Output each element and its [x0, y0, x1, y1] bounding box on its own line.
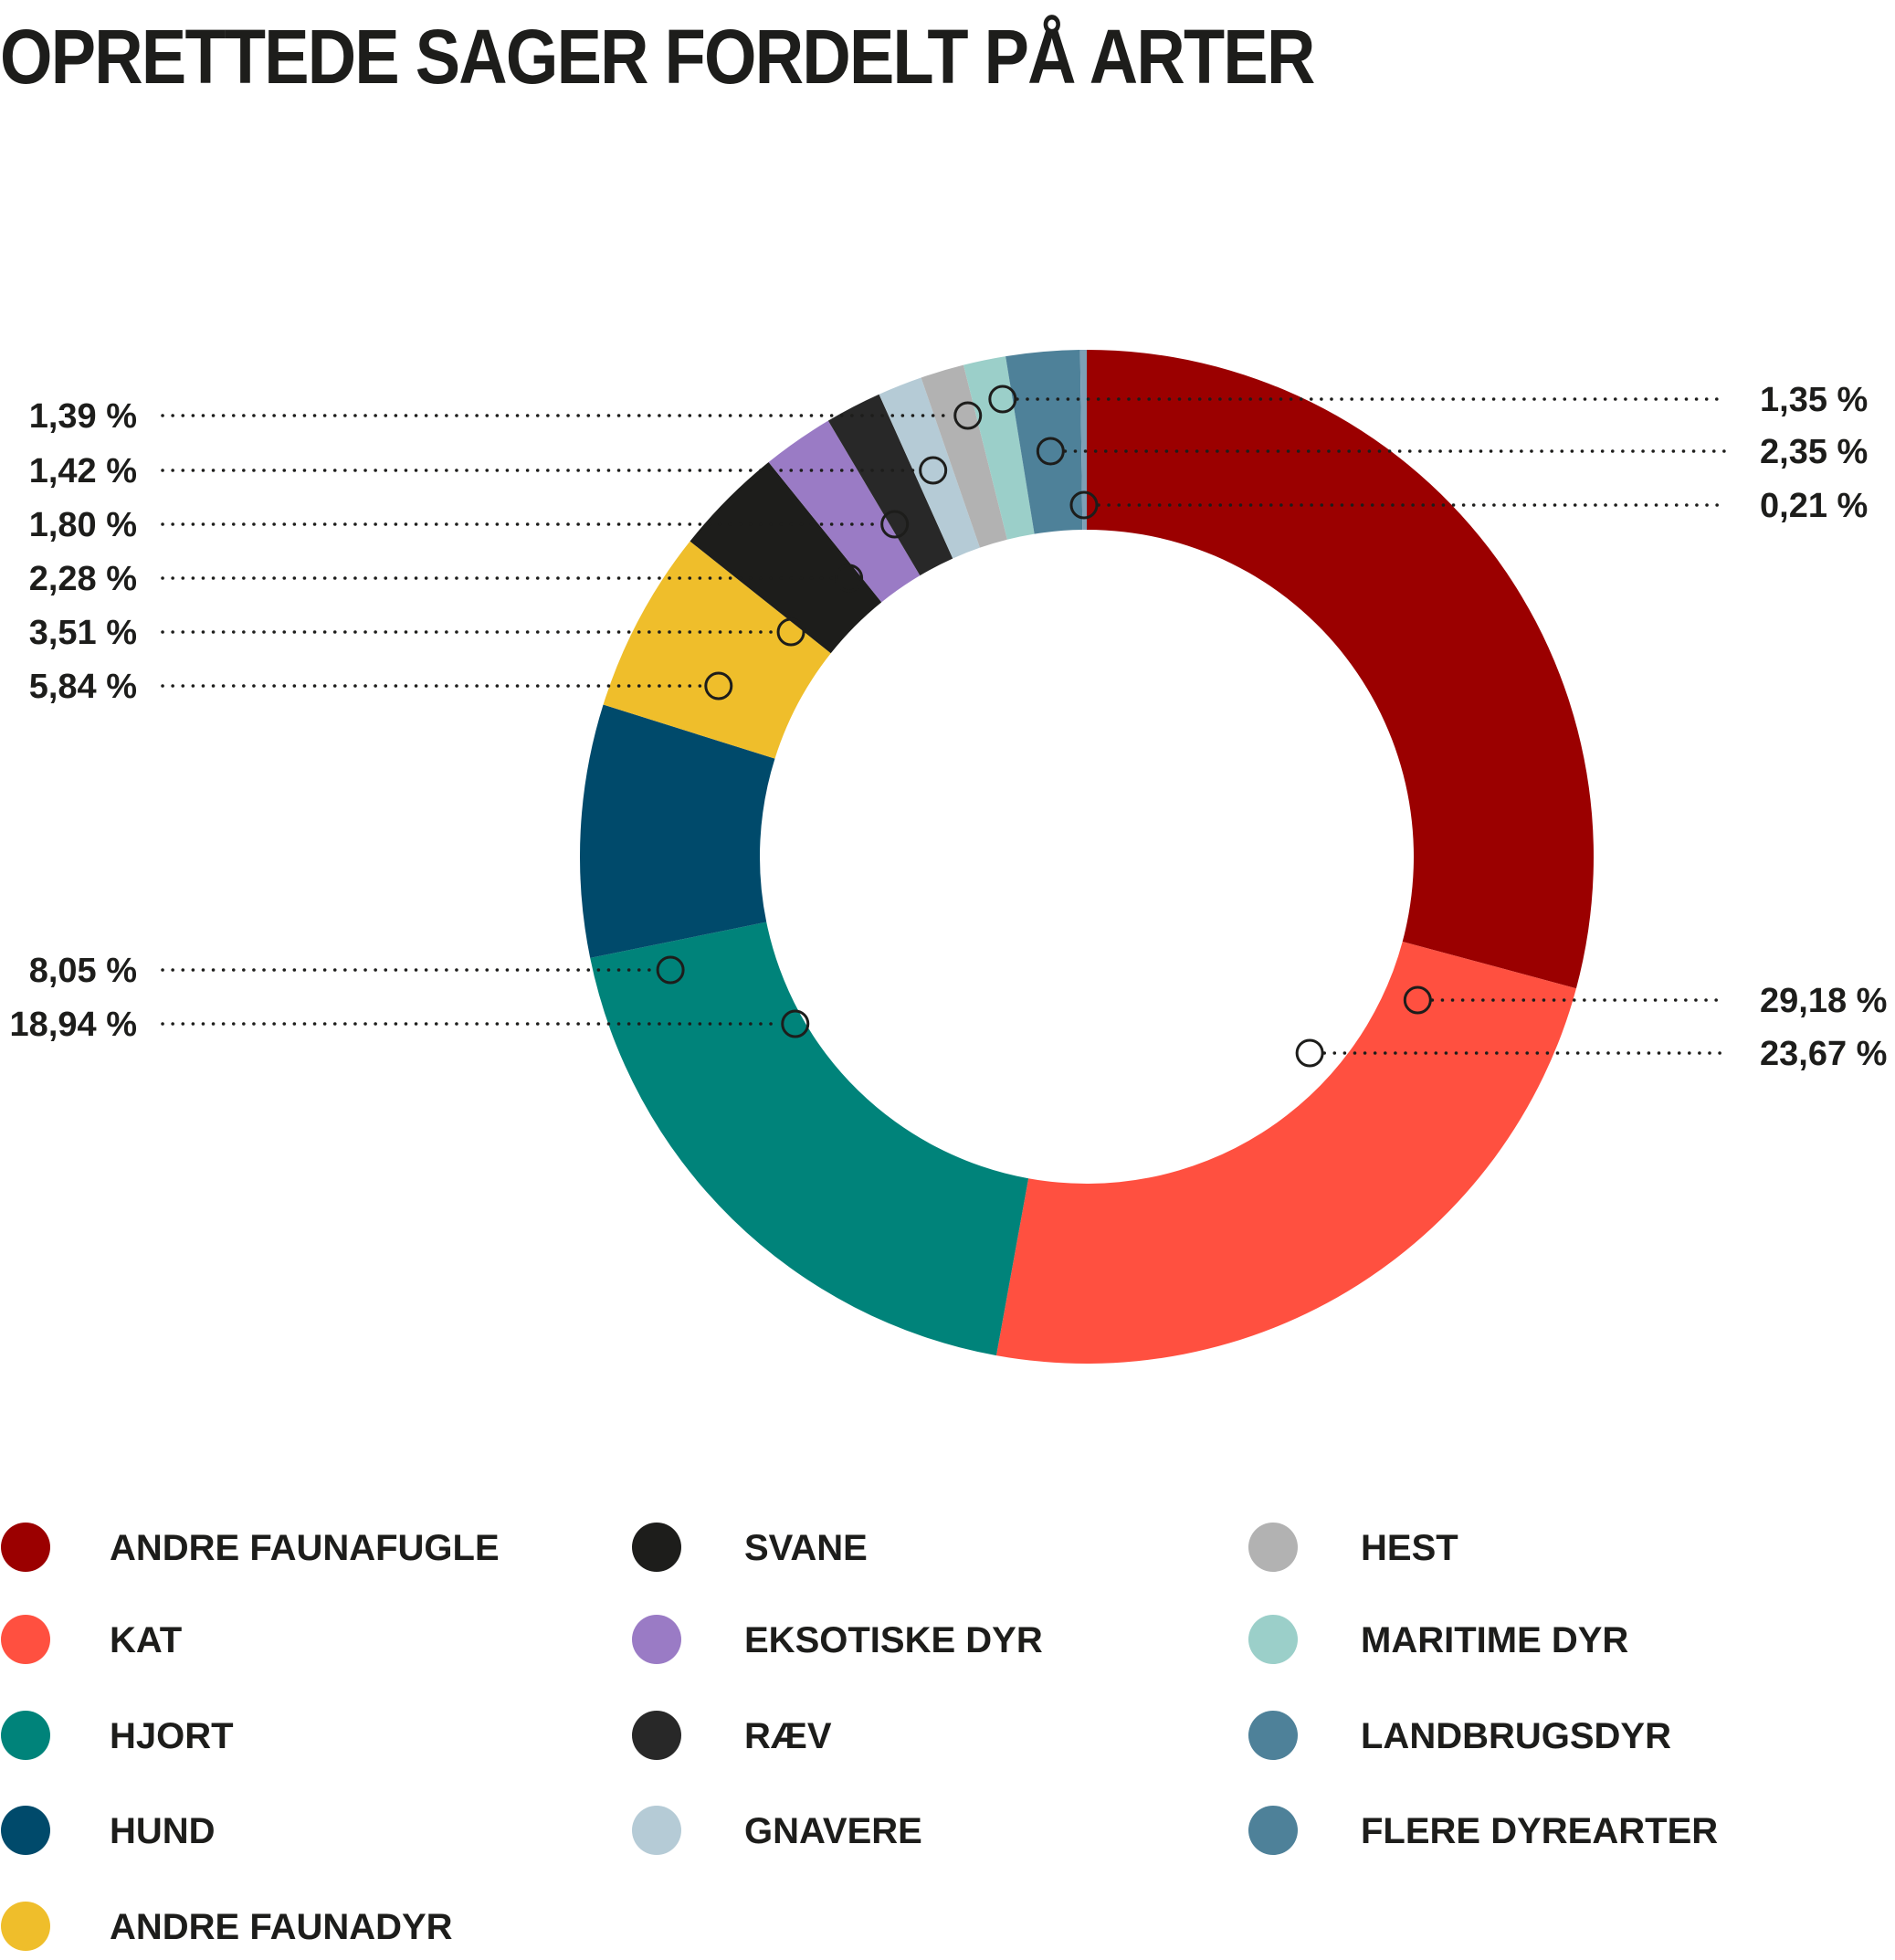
slice-landbrugsdyr	[1005, 350, 1083, 534]
chart-title: OPRETTEDE SAGER FORDELT PÅ ARTER	[0, 14, 1315, 100]
label-gnavere: 1,42 %	[29, 452, 137, 490]
label-flere-dyrearter: 0,21 %	[1760, 487, 1868, 525]
legend-label: HUND	[110, 1811, 216, 1851]
legend-label: LANDBRUGSDYR	[1361, 1716, 1671, 1756]
slice-svane	[690, 461, 882, 654]
label-landbrugsdyr: 2,35 %	[1760, 433, 1868, 471]
label-hjort: 18,94 %	[10, 1006, 137, 1044]
legend-item-gnavere: GNAVERE	[632, 1806, 922, 1855]
slice-maritime-dyr	[963, 356, 1035, 540]
marker-flere-dyrearter	[1069, 490, 1099, 520]
marker-hjort	[781, 1009, 810, 1038]
legend-item-maritime-dyr: MARITIME DYR	[1248, 1615, 1628, 1664]
legend-item-eksotiske-dyr: EKSOTISKE DYR	[632, 1615, 1043, 1664]
legend-item-hjort: HJORT	[1, 1711, 234, 1760]
label-hest: 1,39 %	[29, 397, 137, 436]
slice-andre-faunadyr	[603, 541, 831, 759]
label-maritime-dyr: 1,35 %	[1760, 381, 1868, 419]
legend-label: KAT	[110, 1620, 182, 1660]
legend: ANDRE FAUNAFUGLE KAT HJORT HUND ANDRE FAUNAD…	[1, 1523, 1718, 1951]
legend-swatch	[1, 1523, 50, 1572]
legend-swatch	[1, 1806, 50, 1855]
legend-label: MARITIME DYR	[1361, 1620, 1628, 1660]
slice-hest	[921, 364, 1007, 548]
slice-gnavere	[879, 377, 980, 559]
label-eksotiske-dyr: 2,28 %	[29, 560, 137, 598]
legend-swatch	[632, 1523, 681, 1572]
legend-item-andre-faunafugle: ANDRE FAUNAFUGLE	[1, 1523, 500, 1572]
label-svane: 3,51 %	[29, 614, 137, 652]
marker-hest	[953, 401, 983, 430]
legend-swatch	[632, 1806, 681, 1855]
legend-item-kat: KAT	[1, 1615, 182, 1664]
slice-hjort	[590, 922, 1029, 1356]
legend-label: EKSOTISKE DYR	[744, 1620, 1043, 1660]
marker-andre-faunadyr	[704, 671, 733, 701]
marker-hund	[656, 955, 685, 985]
legend-swatch	[1, 1711, 50, 1760]
label-andre-faunafugle: 29,18 %	[1760, 982, 1887, 1020]
legend-swatch	[1, 1615, 50, 1664]
marker-andre-faunafugle	[1403, 985, 1432, 1015]
legend-label: GNAVERE	[744, 1811, 922, 1851]
legend-label: ANDRE FAUNAFUGLE	[110, 1528, 500, 1568]
label-hund: 8,05 %	[29, 952, 137, 990]
legend-label: ANDRE FAUNADYR	[110, 1907, 453, 1947]
legend-label: SVANE	[744, 1528, 868, 1568]
legend-label: RÆV	[744, 1716, 832, 1756]
marker-landbrugsdyr	[1036, 437, 1065, 466]
legend-swatch	[1248, 1806, 1298, 1855]
legend-label: HEST	[1361, 1528, 1458, 1568]
legend-item-hund: HUND	[1, 1806, 216, 1855]
percentage-labels: 29,18 % 23,67 % 18,94 % 8,05 % 5,84 % 3,51 % 2…	[10, 381, 1888, 1073]
legend-swatch	[1248, 1523, 1298, 1572]
label-andre-faunadyr: 5,84 %	[29, 668, 137, 706]
legend-item-andre-faunadyr: ANDRE FAUNADYR	[1, 1902, 453, 1951]
slice-raev	[827, 394, 953, 576]
marker-gnavere	[919, 456, 948, 485]
label-raev: 1,80 %	[29, 506, 137, 544]
legend-swatch	[1, 1902, 50, 1951]
label-kat: 23,67 %	[1760, 1035, 1887, 1073]
legend-label: FLERE DYREARTER	[1361, 1811, 1718, 1851]
legend-swatch	[632, 1615, 681, 1664]
slice-hund	[580, 704, 775, 958]
legend-item-landbrugsdyr: LANDBRUGSDYR	[1248, 1711, 1671, 1760]
slice-eksotiske-dyr	[768, 420, 921, 603]
marker-maritime-dyr	[988, 385, 1017, 414]
legend-item-raev: RÆV	[632, 1711, 832, 1760]
legend-label: HJORT	[110, 1716, 234, 1756]
legend-item-svane: SVANE	[632, 1523, 868, 1572]
marker-svane	[776, 617, 805, 647]
slice-kat	[995, 942, 1576, 1364]
marker-eksotiske-dyr	[835, 564, 864, 593]
legend-swatch	[1248, 1615, 1298, 1664]
leader-lines	[161, 385, 1728, 1068]
donut-slices	[580, 350, 1594, 1364]
marker-raev	[880, 510, 910, 539]
legend-item-flere-dyrearter: FLERE DYREARTER	[1248, 1806, 1718, 1855]
legend-item-hest: HEST	[1248, 1523, 1458, 1572]
legend-swatch	[1248, 1711, 1298, 1760]
slice-andre-faunafugle	[1087, 350, 1594, 989]
slice-flere-dyrearter	[1079, 350, 1087, 531]
marker-kat	[1295, 1038, 1324, 1068]
legend-swatch	[632, 1711, 681, 1760]
